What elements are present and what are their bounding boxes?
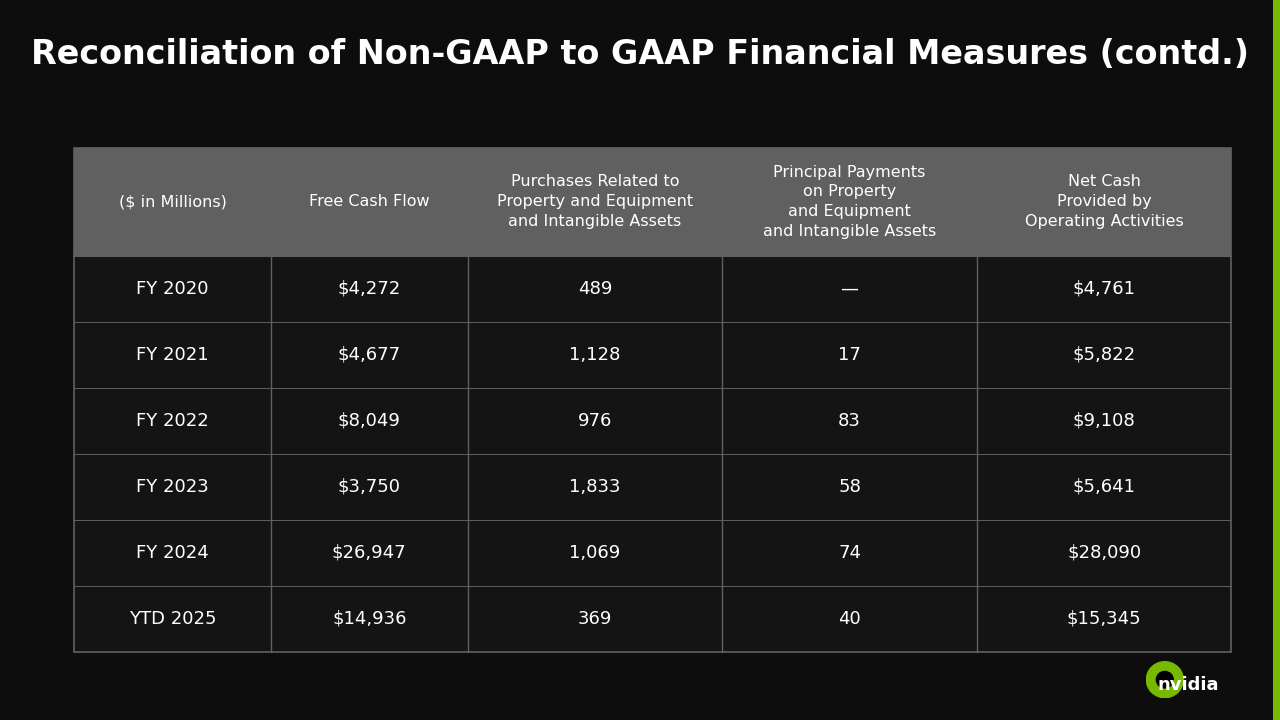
Text: 1,069: 1,069 (570, 544, 621, 562)
Text: —: — (841, 280, 859, 298)
Circle shape (1156, 672, 1174, 688)
Text: FY 2024: FY 2024 (136, 544, 209, 562)
Text: 489: 489 (577, 280, 612, 298)
Text: 83: 83 (838, 412, 861, 430)
Text: 1,833: 1,833 (570, 478, 621, 496)
Text: 74: 74 (838, 544, 861, 562)
Text: $8,049: $8,049 (338, 412, 401, 430)
Text: FY 2020: FY 2020 (137, 280, 209, 298)
Text: $4,272: $4,272 (338, 280, 401, 298)
Text: 369: 369 (577, 610, 612, 628)
Text: $15,345: $15,345 (1066, 610, 1142, 628)
Text: $4,761: $4,761 (1073, 280, 1135, 298)
Text: Net Cash
Provided by
Operating Activities: Net Cash Provided by Operating Activitie… (1025, 174, 1184, 229)
Text: 58: 58 (838, 478, 861, 496)
Text: nvidia: nvidia (1157, 677, 1219, 694)
Text: $5,822: $5,822 (1073, 346, 1135, 364)
Text: $26,947: $26,947 (332, 544, 407, 562)
Text: Principal Payments
on Property
and Equipment
and Intangible Assets: Principal Payments on Property and Equip… (763, 165, 936, 239)
Text: $4,677: $4,677 (338, 346, 401, 364)
Text: $14,936: $14,936 (332, 610, 407, 628)
Text: $3,750: $3,750 (338, 478, 401, 496)
Text: Reconciliation of Non-GAAP to GAAP Financial Measures (contd.): Reconciliation of Non-GAAP to GAAP Finan… (31, 37, 1249, 71)
Text: YTD 2025: YTD 2025 (129, 610, 216, 628)
Text: 976: 976 (577, 412, 612, 430)
Text: $9,108: $9,108 (1073, 412, 1135, 430)
Text: ($ in Millions): ($ in Millions) (119, 194, 227, 210)
Text: $5,641: $5,641 (1073, 478, 1135, 496)
Text: 40: 40 (838, 610, 861, 628)
Circle shape (1147, 662, 1183, 698)
Text: FY 2021: FY 2021 (136, 346, 209, 364)
Text: Purchases Related to
Property and Equipment
and Intangible Assets: Purchases Related to Property and Equipm… (497, 174, 692, 229)
Text: $28,090: $28,090 (1068, 544, 1142, 562)
Text: FY 2022: FY 2022 (136, 412, 209, 430)
Text: 1,128: 1,128 (570, 346, 621, 364)
Text: Free Cash Flow: Free Cash Flow (308, 194, 430, 210)
Text: FY 2023: FY 2023 (136, 478, 209, 496)
Text: 17: 17 (838, 346, 861, 364)
